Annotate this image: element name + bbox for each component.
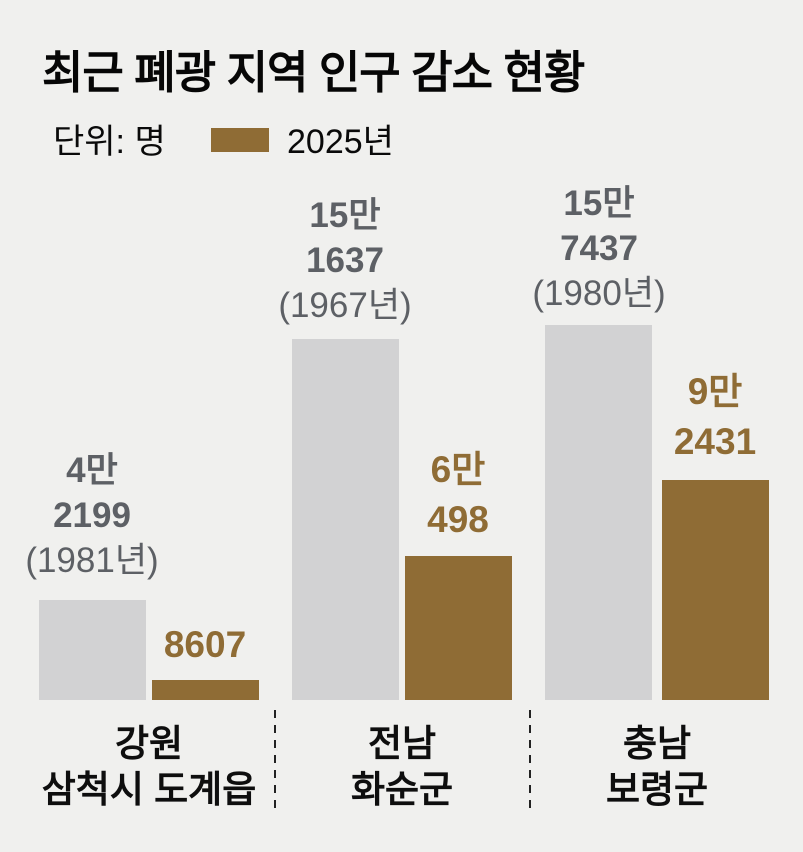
bar-past-gangwon [39, 600, 146, 700]
current-value-line1: 9만 [687, 371, 743, 412]
past-value-line1: 15만 [563, 184, 635, 223]
past-value-line1: 15만 [309, 196, 381, 235]
value-label-past-gangwon: 4만 2199 (1981년) [25, 448, 158, 583]
current-value-line1: 8607 [163, 624, 247, 665]
current-value-line1: 6만 [430, 449, 486, 490]
past-value-line2: 2199 [53, 496, 131, 535]
past-value-line2: 7437 [560, 229, 638, 268]
past-year: (1980년) [532, 274, 666, 313]
region-label-jeonnam: 전남 화순군 [351, 721, 453, 813]
region-line2: 삼척시 도계읍 [41, 769, 257, 810]
region-line1: 강원 [114, 723, 184, 764]
chart-title: 최근 폐광 지역 인구 감소 현황 [42, 47, 585, 98]
bar-2025-chungnam [662, 480, 769, 700]
legend-label-2025: 2025년 [287, 123, 394, 161]
region-line1: 충남 [622, 723, 692, 764]
region-line2: 보령군 [605, 769, 709, 810]
dashed-separator-1 [274, 710, 276, 814]
legend-swatch-2025 [211, 128, 269, 152]
current-value-line2: 498 [427, 499, 489, 540]
past-value-line1: 4만 [66, 451, 118, 490]
region-label-gangwon: 강원 삼척시 도계읍 [42, 721, 257, 813]
past-value-line2: 1637 [306, 241, 384, 280]
dashed-separator-2 [529, 710, 531, 814]
past-year: (1967년) [278, 286, 412, 325]
region-line1: 전남 [367, 723, 437, 764]
region-line2: 화순군 [350, 769, 454, 810]
value-label-2025-gangwon: 8607 [164, 620, 246, 670]
value-label-2025-jeonnam: 6만 498 [427, 445, 489, 545]
value-label-past-jeonnam: 15만 1637 (1967년) [278, 193, 411, 328]
bar-2025-jeonnam [405, 556, 512, 700]
current-value-line2: 2431 [673, 421, 757, 462]
unit-label: 단위: 명 [53, 123, 166, 161]
bar-past-chungnam [545, 325, 652, 700]
value-label-past-chungnam: 15만 7437 (1980년) [532, 181, 665, 316]
bar-past-jeonnam [292, 339, 399, 700]
value-label-2025-chungnam: 9만 2431 [674, 367, 756, 467]
past-year: (1981년) [25, 541, 159, 580]
bar-2025-gangwon [152, 680, 259, 700]
region-label-chungnam: 충남 보령군 [606, 721, 708, 813]
